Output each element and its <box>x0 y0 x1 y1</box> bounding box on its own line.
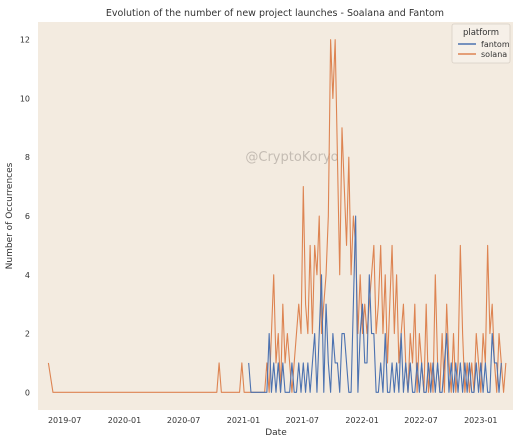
chart-title: Evolution of the number of new project l… <box>106 8 444 19</box>
series-line-fantom <box>248 215 502 393</box>
series-line-solana <box>47 39 507 393</box>
legend-title: platform <box>463 28 499 38</box>
x-tick-label: 2022-07 <box>404 416 437 425</box>
x-axis-ticks: 2019-07 2020-01 2020-07 2021-01 2021-07 2022-… <box>48 416 498 425</box>
watermark-text: @CryptoKoryo <box>245 150 338 165</box>
x-tick-label: 2020-07 <box>167 416 200 425</box>
legend-label-fantom: fantom <box>481 40 510 49</box>
y-tick-label: 2 <box>25 330 30 339</box>
y-axis-ticks: 0 2 4 6 8 10 12 <box>20 36 30 398</box>
x-tick-label: 2021-07 <box>286 416 319 425</box>
y-tick-label: 6 <box>25 212 30 221</box>
y-axis-label: Number of Occurrences <box>5 162 15 269</box>
x-tick-label: 2019-07 <box>48 416 81 425</box>
y-tick-label: 0 <box>25 388 30 397</box>
y-tick-label: 4 <box>25 271 30 280</box>
x-axis-label: Date <box>265 428 287 438</box>
x-tick-label: 2023-01 <box>464 416 497 425</box>
y-tick-label: 10 <box>20 94 30 103</box>
x-tick-label: 2021-01 <box>227 416 260 425</box>
x-tick-label: 2022-01 <box>345 416 378 425</box>
x-tick-label: 2020-01 <box>108 416 141 425</box>
legend-label-solana: solana <box>481 50 507 59</box>
y-tick-label: 12 <box>20 36 30 45</box>
y-tick-label: 8 <box>25 153 30 162</box>
series-lines <box>47 39 507 393</box>
